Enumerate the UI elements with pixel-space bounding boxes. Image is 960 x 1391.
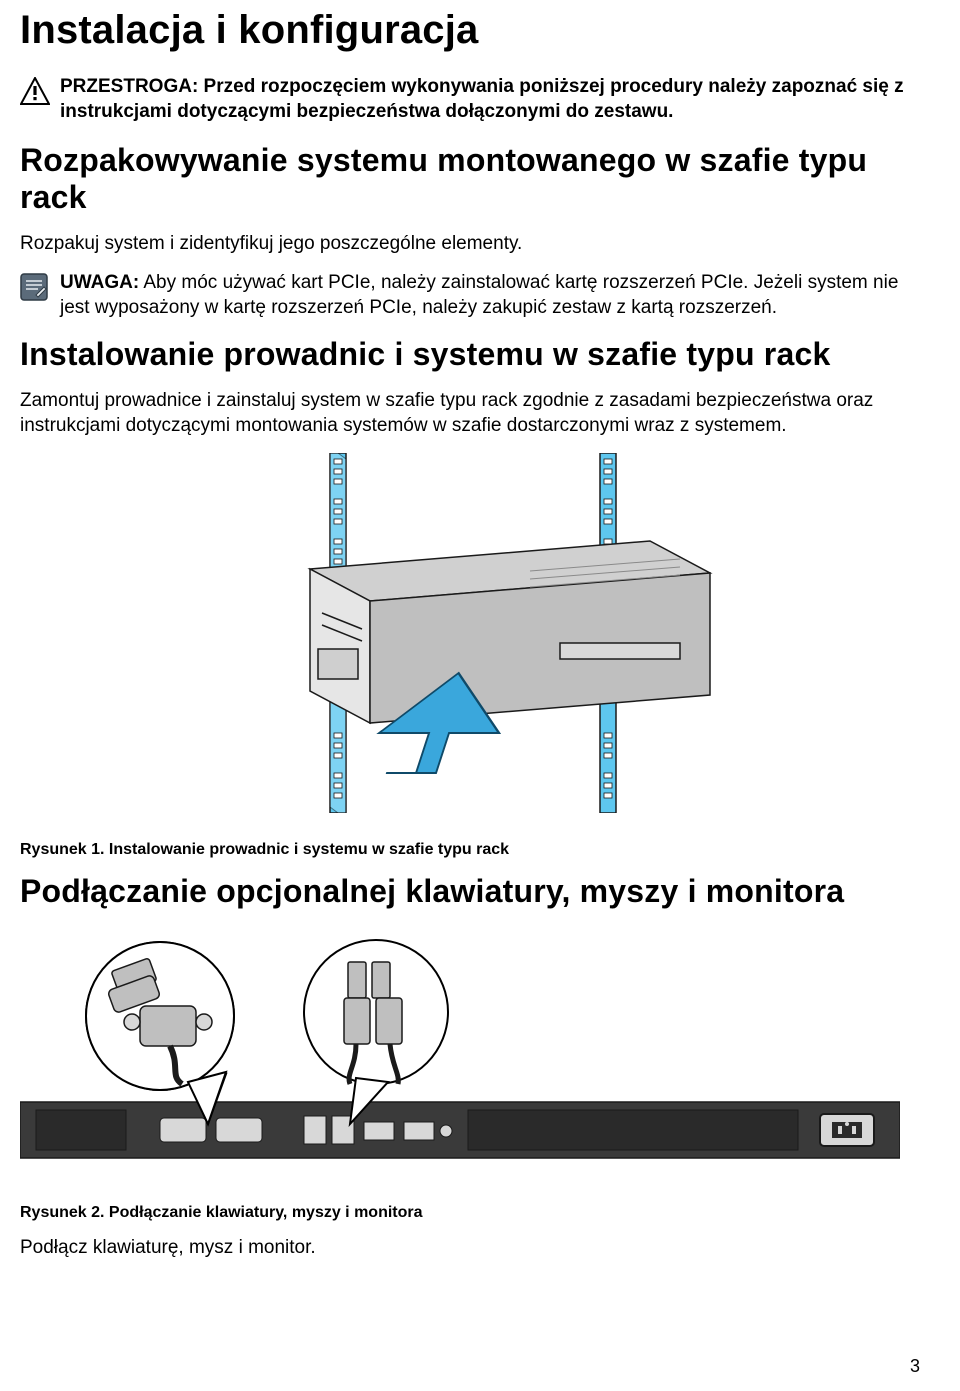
section-kvm-title: Podłączanie opcjonalnej klawiatury, mysz… xyxy=(20,873,920,910)
caution-text: PRZESTROGA: Przed rozpoczęciem wykonywan… xyxy=(60,75,920,124)
caution-label: PRZESTROGA: xyxy=(60,76,198,97)
caution-icon xyxy=(20,77,50,105)
rails-body: Zamontuj prowadnice i zainstaluj system … xyxy=(20,389,920,438)
page-title: Instalacja i konfiguracja xyxy=(20,8,920,53)
page-number: 3 xyxy=(910,1356,920,1377)
note-label: UWAGA: xyxy=(60,272,139,293)
note-body: Aby móc używać kart PCIe, należy zainsta… xyxy=(60,272,898,318)
figure-1 xyxy=(20,453,920,813)
unpack-body: Rozpakuj system i zidentyfikuj jego posz… xyxy=(20,232,920,257)
note-block: UWAGA: Aby móc używać kart PCIe, należy … xyxy=(20,271,920,320)
note-icon xyxy=(20,273,50,301)
figure-2-caption: Rysunek 2. Podłączanie klawiatury, myszy… xyxy=(20,1204,920,1222)
section-unpack-title: Rozpakowywanie systemu montowanego w sza… xyxy=(20,142,920,216)
note-text: UWAGA: Aby móc używać kart PCIe, należy … xyxy=(60,271,920,320)
figure-1-caption: Rysunek 1. Instalowanie prowadnic i syst… xyxy=(20,841,920,859)
page-container: Instalacja i konfiguracja PRZESTROGA: Pr… xyxy=(0,0,960,1391)
kvm-body: Podłącz klawiaturę, mysz i monitor. xyxy=(20,1236,920,1261)
caution-block: PRZESTROGA: Przed rozpoczęciem wykonywan… xyxy=(20,75,920,124)
section-rails-title: Instalowanie prowadnic i systemu w szafi… xyxy=(20,336,920,373)
figure-2 xyxy=(20,926,920,1176)
